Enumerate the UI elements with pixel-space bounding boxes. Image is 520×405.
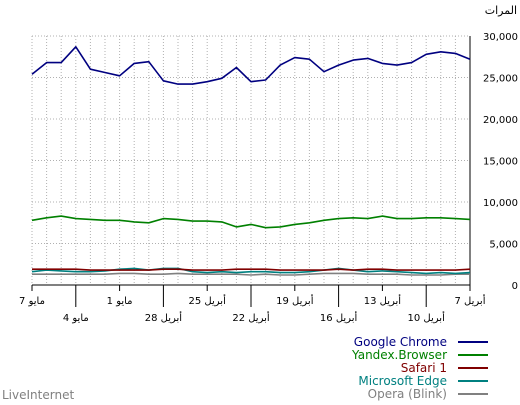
y-tick-label: 20,000 <box>483 115 518 126</box>
legend-label-google-chrome: Google Chrome <box>354 335 447 349</box>
plot-area: 0 5,000 10,000 15,000 20,000 25,000 30,000 7 أب… <box>19 32 518 324</box>
legend-label-yandex-browser: Yandex.Browser <box>351 348 447 362</box>
x-tick-label: 7 مايو <box>19 296 45 307</box>
y-tick-label: 0 <box>512 281 518 292</box>
series-line-google-chrome <box>31 45 471 85</box>
y-tick-label: 5,000 <box>489 240 518 251</box>
x-tick-label: 4 مايو <box>63 313 89 324</box>
x-tick-label: 25 أبريل <box>189 294 227 307</box>
x-tick-label: 13 أبريل <box>364 294 402 307</box>
legend-label-opera-blink: Opera (Blink) <box>368 387 447 401</box>
series-line-safari-1 <box>32 268 471 271</box>
y-tick-label: 10,000 <box>483 198 518 209</box>
x-tick-label: 19 أبريل <box>276 294 314 307</box>
y-axis-label: المرات <box>485 4 517 17</box>
y-tick-label: 25,000 <box>483 74 518 85</box>
series-line-opera-blink <box>32 272 470 276</box>
x-tick-label: 22 أبريل <box>232 311 270 324</box>
x-tick-label: 1 مايو <box>107 296 133 307</box>
x-tick-label: 16 أبريل <box>320 311 358 324</box>
x-tick-label: 7 أبريل <box>455 294 486 307</box>
y-tick-label: 30,000 <box>483 32 518 43</box>
footer-brand: LiveInternet <box>2 388 74 402</box>
y-tick-label: 15,000 <box>483 157 518 168</box>
x-tick-label: 10 أبريل <box>408 311 446 324</box>
x-tick-label: 28 أبريل <box>145 311 183 324</box>
legend-label-safari-1: Safari 1 <box>401 361 447 375</box>
legend-label-microsoft-edge: Microsoft Edge <box>358 374 447 388</box>
series-line-yandex-browser <box>31 215 471 229</box>
